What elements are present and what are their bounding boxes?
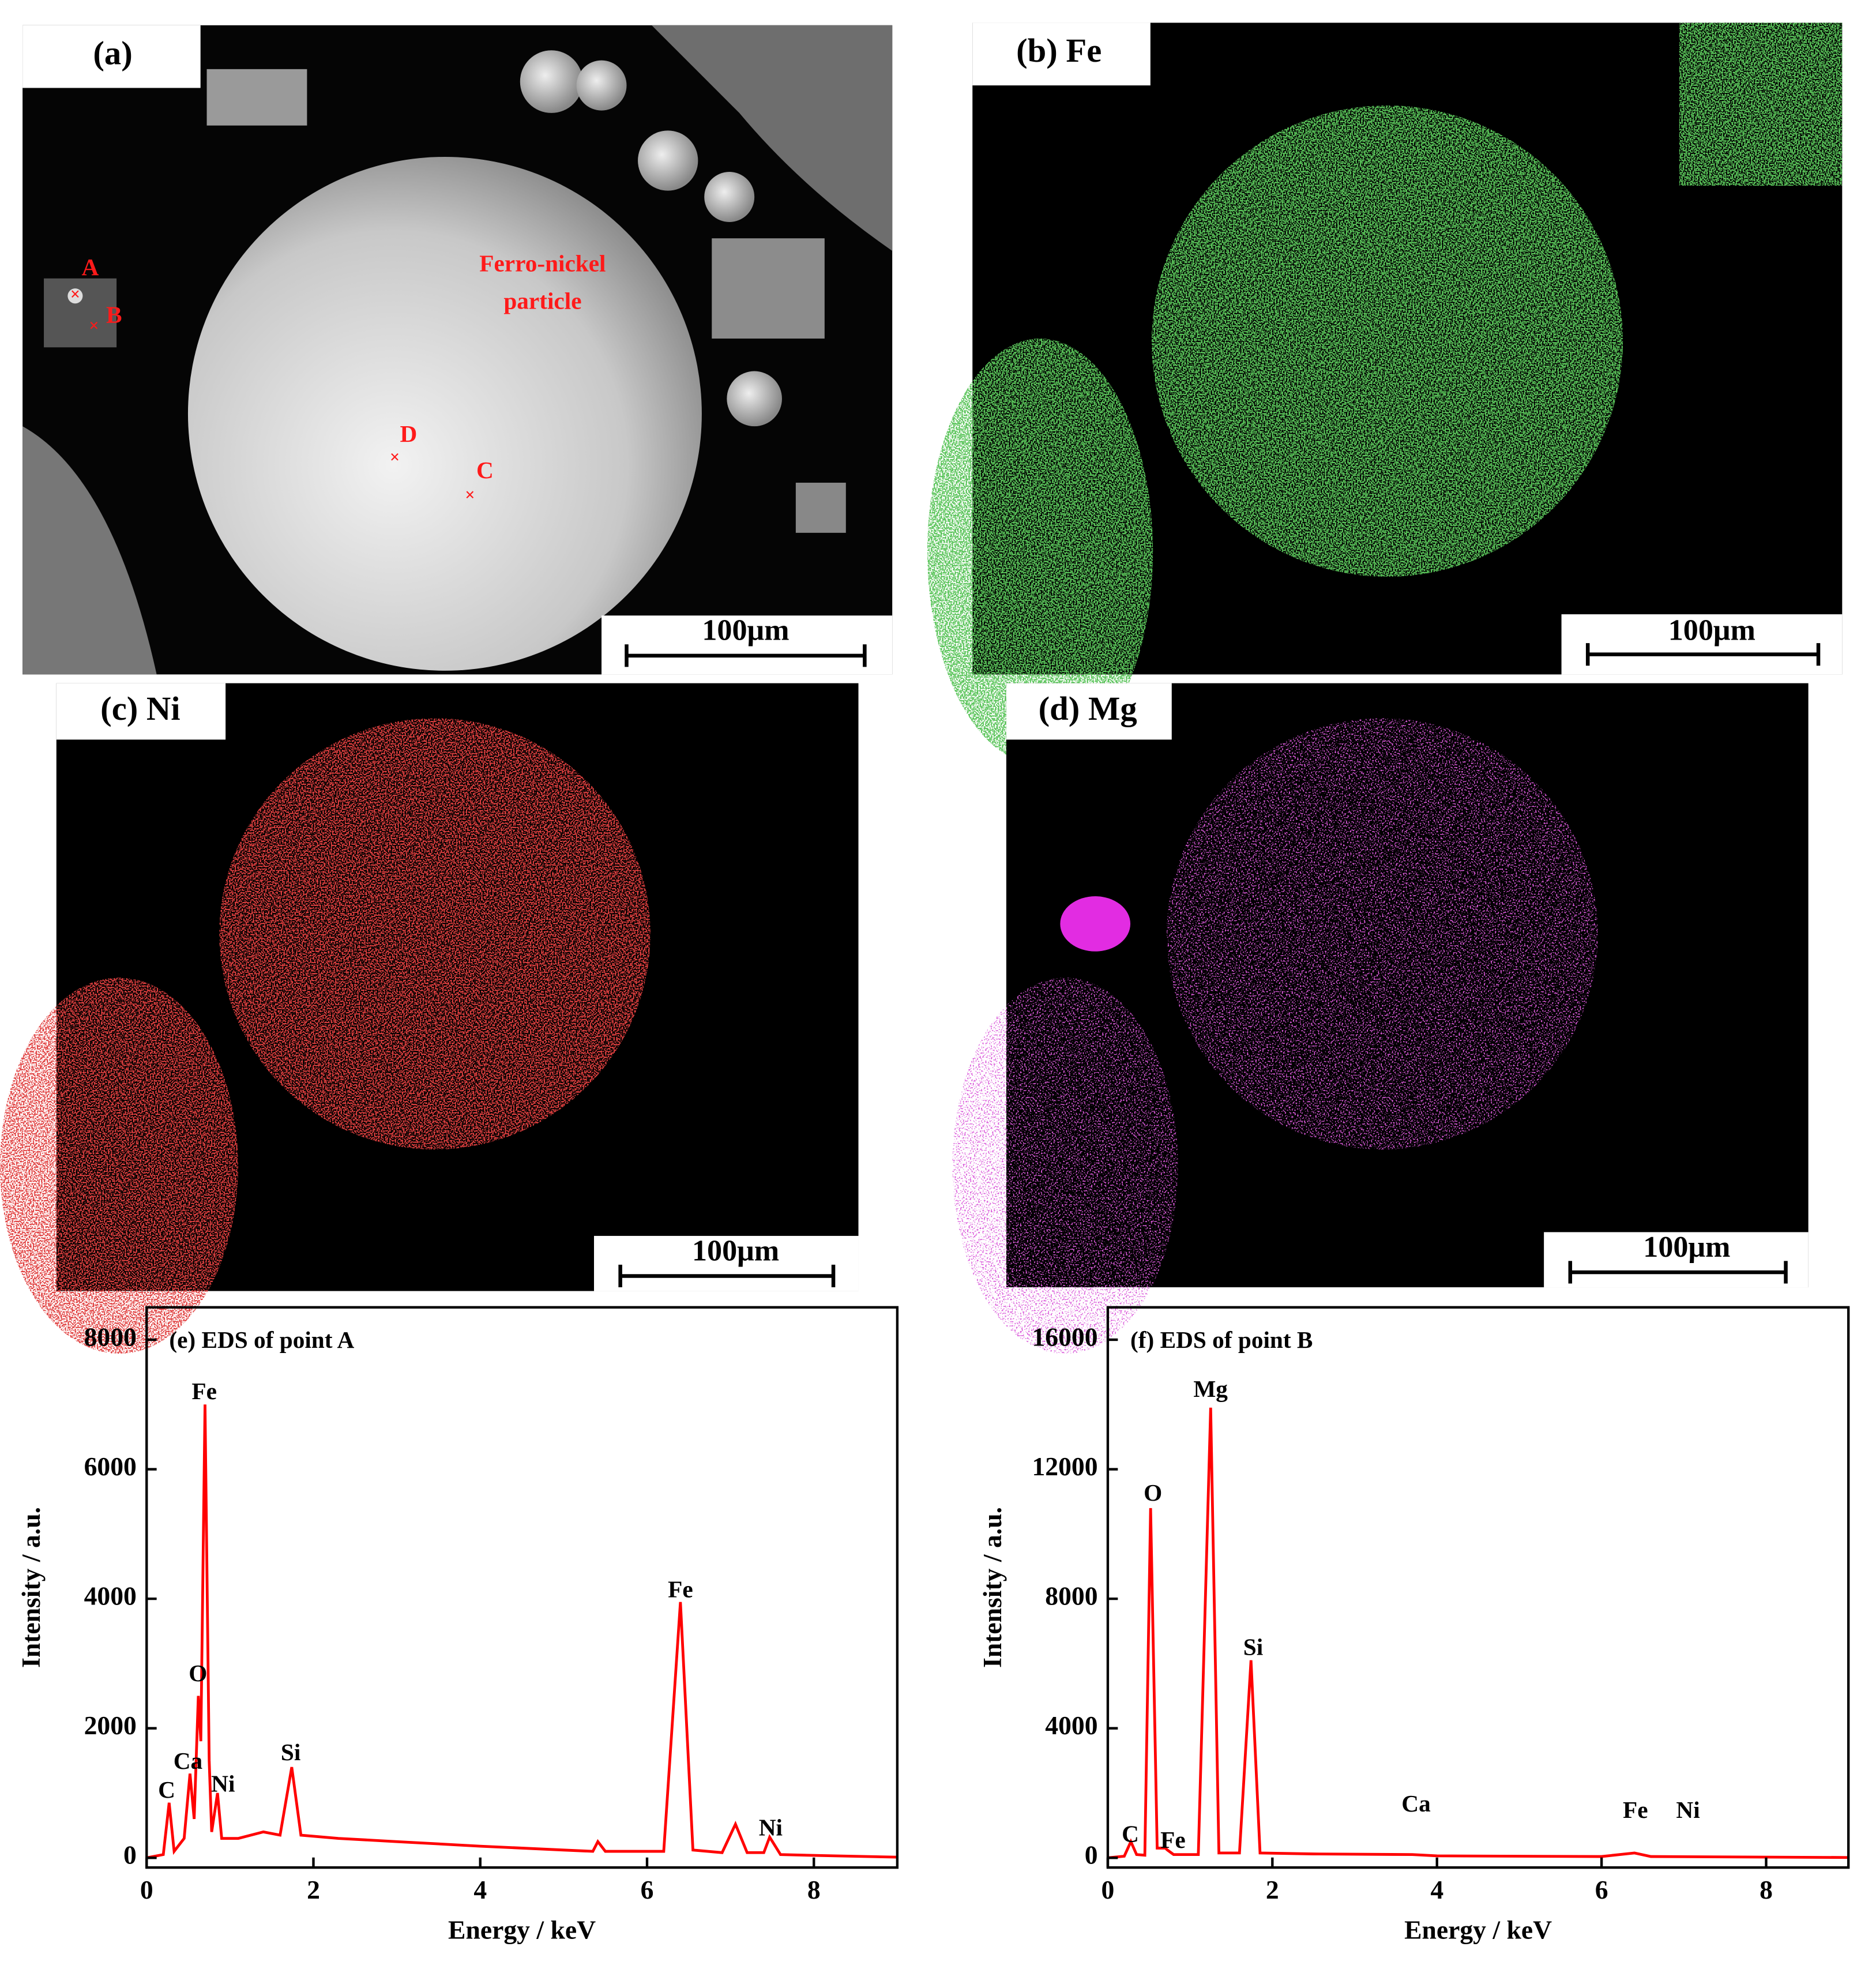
y-tick-label: 0: [1085, 1840, 1098, 1870]
x-tick-label: 2: [1266, 1875, 1279, 1904]
spectrum-line: [146, 1404, 897, 1859]
chart-title: (e) EDS of point A: [169, 1326, 354, 1354]
y-axis-title: Intensity / a.u.: [978, 1507, 1007, 1668]
scale-bar-label: 100μm: [692, 1234, 779, 1267]
x-tick-label: 4: [1430, 1875, 1443, 1904]
y-tick-label: 4000: [1045, 1711, 1097, 1740]
spectrum-line: [1107, 1407, 1849, 1859]
panel-label: (c) Ni: [100, 690, 180, 727]
peak-label: Ni: [759, 1814, 783, 1840]
peak-label: Fe: [191, 1378, 217, 1404]
x-tick-label: 6: [1595, 1875, 1608, 1904]
peak-label: Ni: [1676, 1797, 1700, 1823]
annotation: particle: [503, 288, 581, 314]
peak-label: Fe: [1623, 1797, 1648, 1823]
x-tick-label: 0: [140, 1875, 153, 1904]
svg-text:×: ×: [390, 448, 400, 467]
sem-image: × × × ×: [22, 25, 893, 675]
x-axis-title: Energy / keV: [1404, 1915, 1552, 1945]
chart-title: (f) EDS of point B: [1130, 1326, 1313, 1354]
peak-label: O: [189, 1660, 207, 1686]
scale-bar-label: 100μm: [702, 614, 789, 647]
peak-label: Si: [281, 1739, 300, 1765]
x-axis-title: Energy / keV: [448, 1915, 596, 1945]
plot-frame: [145, 1306, 899, 1869]
y-tick-label: 2000: [84, 1711, 137, 1740]
y-tick-label: 4000: [84, 1581, 137, 1611]
panel-label: (d) Mg: [1039, 690, 1137, 727]
svg-text:×: ×: [89, 315, 99, 335]
peak-label: O: [1144, 1479, 1162, 1506]
peak-label: Mg: [1193, 1376, 1228, 1402]
peak-label: Ca: [1401, 1790, 1431, 1817]
peak-label: Si: [1243, 1633, 1263, 1660]
ni-map: [0, 683, 859, 1354]
panel-label: (b) Fe: [1016, 32, 1101, 69]
y-tick-label: 6000: [84, 1452, 137, 1481]
y-tick-label: 0: [123, 1840, 137, 1870]
peak-label: Fe: [668, 1576, 693, 1603]
x-tick-label: 2: [307, 1875, 320, 1904]
x-tick-label: 6: [641, 1875, 654, 1904]
annotation: C: [476, 457, 494, 483]
peak-label: Ca: [174, 1747, 203, 1774]
peak-label: Fe: [1160, 1827, 1186, 1853]
y-tick-label: 8000: [84, 1322, 137, 1351]
peak-label: Ni: [211, 1770, 235, 1797]
x-tick-label: 4: [473, 1875, 487, 1904]
x-tick-label: 8: [807, 1875, 821, 1904]
mg-map: [952, 683, 1809, 1354]
annotation: D: [400, 420, 417, 447]
peak-label: C: [158, 1776, 175, 1803]
panel-label: (a): [93, 35, 132, 72]
annotation: B: [106, 302, 122, 328]
scale-bar-label: 100μm: [1643, 1231, 1730, 1264]
annotation: Ferro-nickel: [479, 250, 606, 276]
annotation: A: [82, 254, 99, 280]
svg-text:×: ×: [70, 284, 80, 304]
peak-label: C: [1122, 1820, 1139, 1847]
y-axis-title: Intensity / a.u.: [16, 1507, 46, 1668]
fe-map: [927, 22, 1843, 765]
y-tick-label: 12000: [1032, 1452, 1097, 1481]
svg-text:×: ×: [465, 485, 475, 505]
scale-bar-label: 100μm: [1668, 614, 1755, 647]
y-tick-label: 16000: [1032, 1322, 1097, 1351]
plot-frame: [1106, 1306, 1850, 1869]
x-tick-label: 0: [1101, 1875, 1115, 1904]
y-tick-label: 8000: [1045, 1581, 1097, 1611]
x-tick-label: 8: [1760, 1875, 1773, 1904]
